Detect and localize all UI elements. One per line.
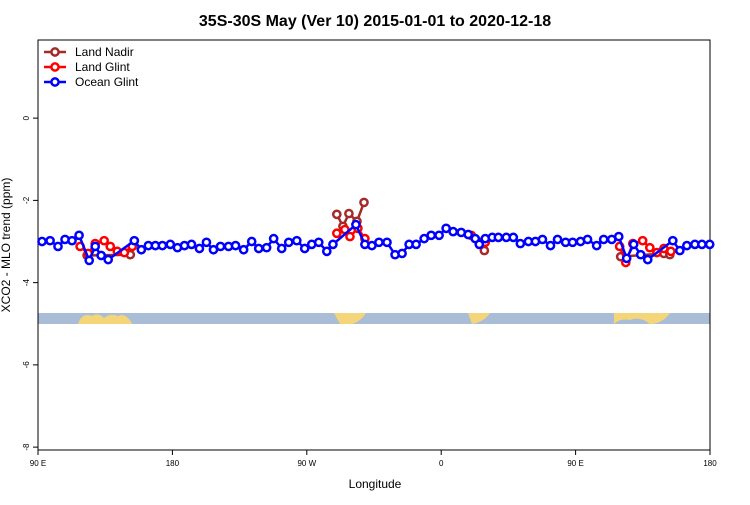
data-point <box>382 237 392 248</box>
data-point <box>299 243 310 254</box>
data-point <box>246 236 257 247</box>
data-point <box>397 248 407 259</box>
data-point <box>635 249 646 260</box>
data-point <box>99 235 110 246</box>
data-point <box>359 197 369 208</box>
data-point <box>90 241 101 252</box>
data-point <box>129 235 140 246</box>
data-point <box>238 244 249 255</box>
data-point <box>313 237 324 248</box>
data-point <box>666 246 676 257</box>
data-point <box>331 209 342 220</box>
x-tick-label: 180 <box>703 459 717 468</box>
data-point <box>704 239 715 250</box>
x-axis-label: Longitude <box>349 477 402 491</box>
y-tick-label: -2 <box>22 196 31 204</box>
y-tick-label: -4 <box>22 279 31 287</box>
data-point <box>426 230 437 241</box>
data-point <box>515 238 526 249</box>
data-point <box>434 230 444 241</box>
legend-marker <box>50 47 60 57</box>
data-point <box>186 239 197 250</box>
data-point <box>84 255 95 266</box>
data-point <box>331 228 342 239</box>
data-point <box>613 231 624 242</box>
x-tick-label: 90 W <box>297 459 316 468</box>
chart-title: 35S-30S May (Ver 10) 2015-01-01 to 2020-… <box>199 13 551 30</box>
y-tick-label: 0 <box>22 115 31 120</box>
data-point <box>598 234 609 245</box>
data-point <box>96 250 107 261</box>
data-point <box>644 242 655 253</box>
data-point <box>230 240 241 251</box>
data-point <box>591 240 602 251</box>
data-point <box>508 232 519 243</box>
data-point <box>682 240 692 251</box>
x-tick-label: 0 <box>439 459 444 468</box>
data-point <box>268 233 279 244</box>
data-point <box>276 243 287 254</box>
data-point <box>411 239 421 250</box>
data-point <box>374 237 384 248</box>
data-point <box>552 234 563 245</box>
y-tick-label: -8 <box>22 443 31 451</box>
x-tick-label: 90 E <box>567 459 583 468</box>
data-point <box>674 245 685 256</box>
y-tick-label: -6 <box>22 361 31 369</box>
data-point <box>582 234 593 245</box>
data-point <box>537 234 548 245</box>
data-point <box>157 240 168 251</box>
data-point <box>621 253 632 264</box>
data-point <box>283 237 294 248</box>
data-point <box>194 243 205 254</box>
data-point <box>493 232 504 243</box>
legend-marker <box>50 62 60 72</box>
data-point <box>45 235 55 246</box>
data-point <box>667 235 678 246</box>
legend-marker <box>50 77 60 87</box>
data-point <box>103 254 114 265</box>
data-point <box>321 246 332 257</box>
data-point <box>697 239 707 250</box>
data-point <box>463 229 474 240</box>
data-point <box>448 226 458 237</box>
data-point <box>165 239 176 250</box>
data-point <box>136 244 147 255</box>
data-point <box>53 241 63 252</box>
data-point <box>105 241 116 252</box>
data-point <box>261 242 272 253</box>
data-point <box>642 254 653 265</box>
data-point <box>474 239 485 250</box>
legend-label: Land Nadir <box>75 45 134 59</box>
data-point <box>637 235 648 246</box>
legend-label: Land Glint <box>75 60 130 74</box>
x-tick-label: 180 <box>166 459 180 468</box>
data-point <box>328 239 338 250</box>
data-point <box>545 240 556 251</box>
data-point <box>567 237 578 248</box>
data-point <box>291 235 302 246</box>
data-point <box>351 219 361 230</box>
data-point <box>253 243 264 254</box>
data-point <box>74 230 84 241</box>
land-strip <box>38 313 710 324</box>
legend-label: Ocean Glint <box>75 75 139 89</box>
data-point <box>345 231 355 242</box>
data-point <box>67 235 77 246</box>
y-axis-label: XCO2 - MLO trend (ppm) <box>0 178 13 313</box>
data-point <box>201 237 212 248</box>
data-point <box>215 241 226 252</box>
data-point <box>344 208 354 219</box>
x-tick-label: 90 E <box>30 459 46 468</box>
data-point <box>628 239 639 250</box>
data-point <box>37 236 47 247</box>
